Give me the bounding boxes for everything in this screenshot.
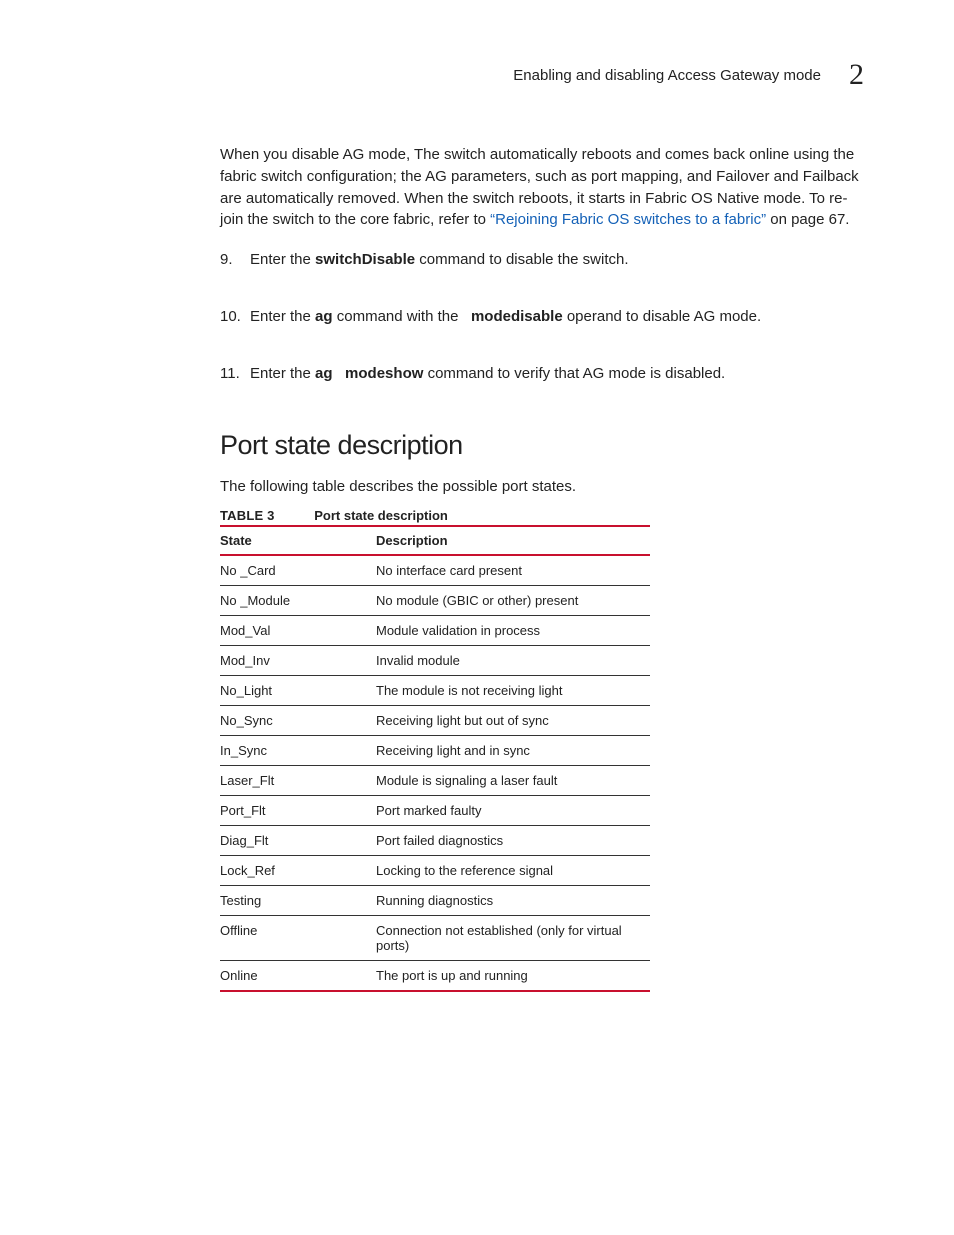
cell-state: No _Module xyxy=(220,585,376,615)
cell-state: No_Light xyxy=(220,675,376,705)
cell-description: Running diagnostics xyxy=(376,885,650,915)
intro-paragraph: When you disable AG mode, The switch aut… xyxy=(220,144,864,231)
table-row: Diag_FltPort failed diagnostics xyxy=(220,825,650,855)
table-caption: TABLE 3 Port state description xyxy=(220,508,864,523)
cell-description: No module (GBIC or other) present xyxy=(376,585,650,615)
cell-state: Offline xyxy=(220,915,376,960)
step-item: 9.Enter the switchDisable command to dis… xyxy=(220,249,864,270)
step-item: 10.Enter the ag command with the modedis… xyxy=(220,306,864,327)
chapter-number: 2 xyxy=(849,60,864,90)
table-row: No_LightThe module is not receiving ligh… xyxy=(220,675,650,705)
table-row: Laser_FltModule is signaling a laser fau… xyxy=(220,765,650,795)
command-text: modedisable xyxy=(471,308,563,325)
col-state: State xyxy=(220,526,376,555)
port-state-table: State Description No _CardNo interface c… xyxy=(220,525,650,992)
cell-state: No _Card xyxy=(220,555,376,586)
cell-state: Mod_Val xyxy=(220,615,376,645)
command-text: ag xyxy=(315,308,333,325)
page: Enabling and disabling Access Gateway mo… xyxy=(0,0,954,1235)
cell-state: No_Sync xyxy=(220,705,376,735)
table-row: No _CardNo interface card present xyxy=(220,555,650,586)
table-title: Port state description xyxy=(314,508,448,523)
step-text: Enter the xyxy=(250,365,315,382)
cell-state: Testing xyxy=(220,885,376,915)
command-text: ag modeshow xyxy=(315,365,423,382)
cell-description: Invalid module xyxy=(376,645,650,675)
section-intro: The following table describes the possib… xyxy=(220,476,864,498)
cell-description: Receiving light and in sync xyxy=(376,735,650,765)
step-text: command to verify that AG mode is disabl… xyxy=(423,365,725,382)
cell-state: Lock_Ref xyxy=(220,855,376,885)
command-text: switchDisable xyxy=(315,251,415,268)
table-label: TABLE 3 xyxy=(220,508,275,523)
step-number: 11. xyxy=(220,363,250,384)
cell-state: Online xyxy=(220,960,376,991)
step-text: command with the xyxy=(333,308,471,325)
cell-state: Laser_Flt xyxy=(220,765,376,795)
cell-state: In_Sync xyxy=(220,735,376,765)
content-column: When you disable AG mode, The switch aut… xyxy=(90,144,864,992)
cell-state: Mod_Inv xyxy=(220,645,376,675)
cell-description: Receiving light but out of sync xyxy=(376,705,650,735)
section-heading: Port state description xyxy=(220,430,864,461)
cell-description: Connection not established (only for vir… xyxy=(376,915,650,960)
table-row: TestingRunning diagnostics xyxy=(220,885,650,915)
table-row: Lock_RefLocking to the reference signal xyxy=(220,855,650,885)
step-text: Enter the xyxy=(250,308,315,325)
running-title: Enabling and disabling Access Gateway mo… xyxy=(513,67,821,84)
step-text: command to disable the switch. xyxy=(415,251,628,268)
table-row: No_SyncReceiving light but out of sync xyxy=(220,705,650,735)
table-row: OnlineThe port is up and running xyxy=(220,960,650,991)
table-row: Mod_InvInvalid module xyxy=(220,645,650,675)
cell-description: No interface card present xyxy=(376,555,650,586)
cell-description: Locking to the reference signal xyxy=(376,855,650,885)
cell-description: The module is not receiving light xyxy=(376,675,650,705)
cell-state: Port_Flt xyxy=(220,795,376,825)
step-body: Enter the switchDisable command to disab… xyxy=(250,249,864,270)
cell-description: Port marked faulty xyxy=(376,795,650,825)
table-row: No _ModuleNo module (GBIC or other) pres… xyxy=(220,585,650,615)
col-description: Description xyxy=(376,526,650,555)
cell-state: Diag_Flt xyxy=(220,825,376,855)
table-row: OfflineConnection not established (only … xyxy=(220,915,650,960)
cell-description: The port is up and running xyxy=(376,960,650,991)
step-body: Enter the ag modeshow command to verify … xyxy=(250,363,864,384)
step-number: 10. xyxy=(220,306,250,327)
table-row: In_SyncReceiving light and in sync xyxy=(220,735,650,765)
step-text: operand to disable AG mode. xyxy=(563,308,761,325)
table-row: Port_FltPort marked faulty xyxy=(220,795,650,825)
table-row: Mod_ValModule validation in process xyxy=(220,615,650,645)
running-header: Enabling and disabling Access Gateway mo… xyxy=(90,60,864,90)
step-number: 9. xyxy=(220,249,250,270)
intro-post: on page 67. xyxy=(770,211,849,228)
step-text: Enter the xyxy=(250,251,315,268)
cell-description: Module is signaling a laser fault xyxy=(376,765,650,795)
cell-description: Port failed diagnostics xyxy=(376,825,650,855)
xref-link[interactable]: “Rejoining Fabric OS switches to a fabri… xyxy=(490,211,766,228)
cell-description: Module validation in process xyxy=(376,615,650,645)
step-list: 9.Enter the switchDisable command to dis… xyxy=(220,249,864,384)
step-body: Enter the ag command with the modedisabl… xyxy=(250,306,864,327)
step-item: 11.Enter the ag modeshow command to veri… xyxy=(220,363,864,384)
